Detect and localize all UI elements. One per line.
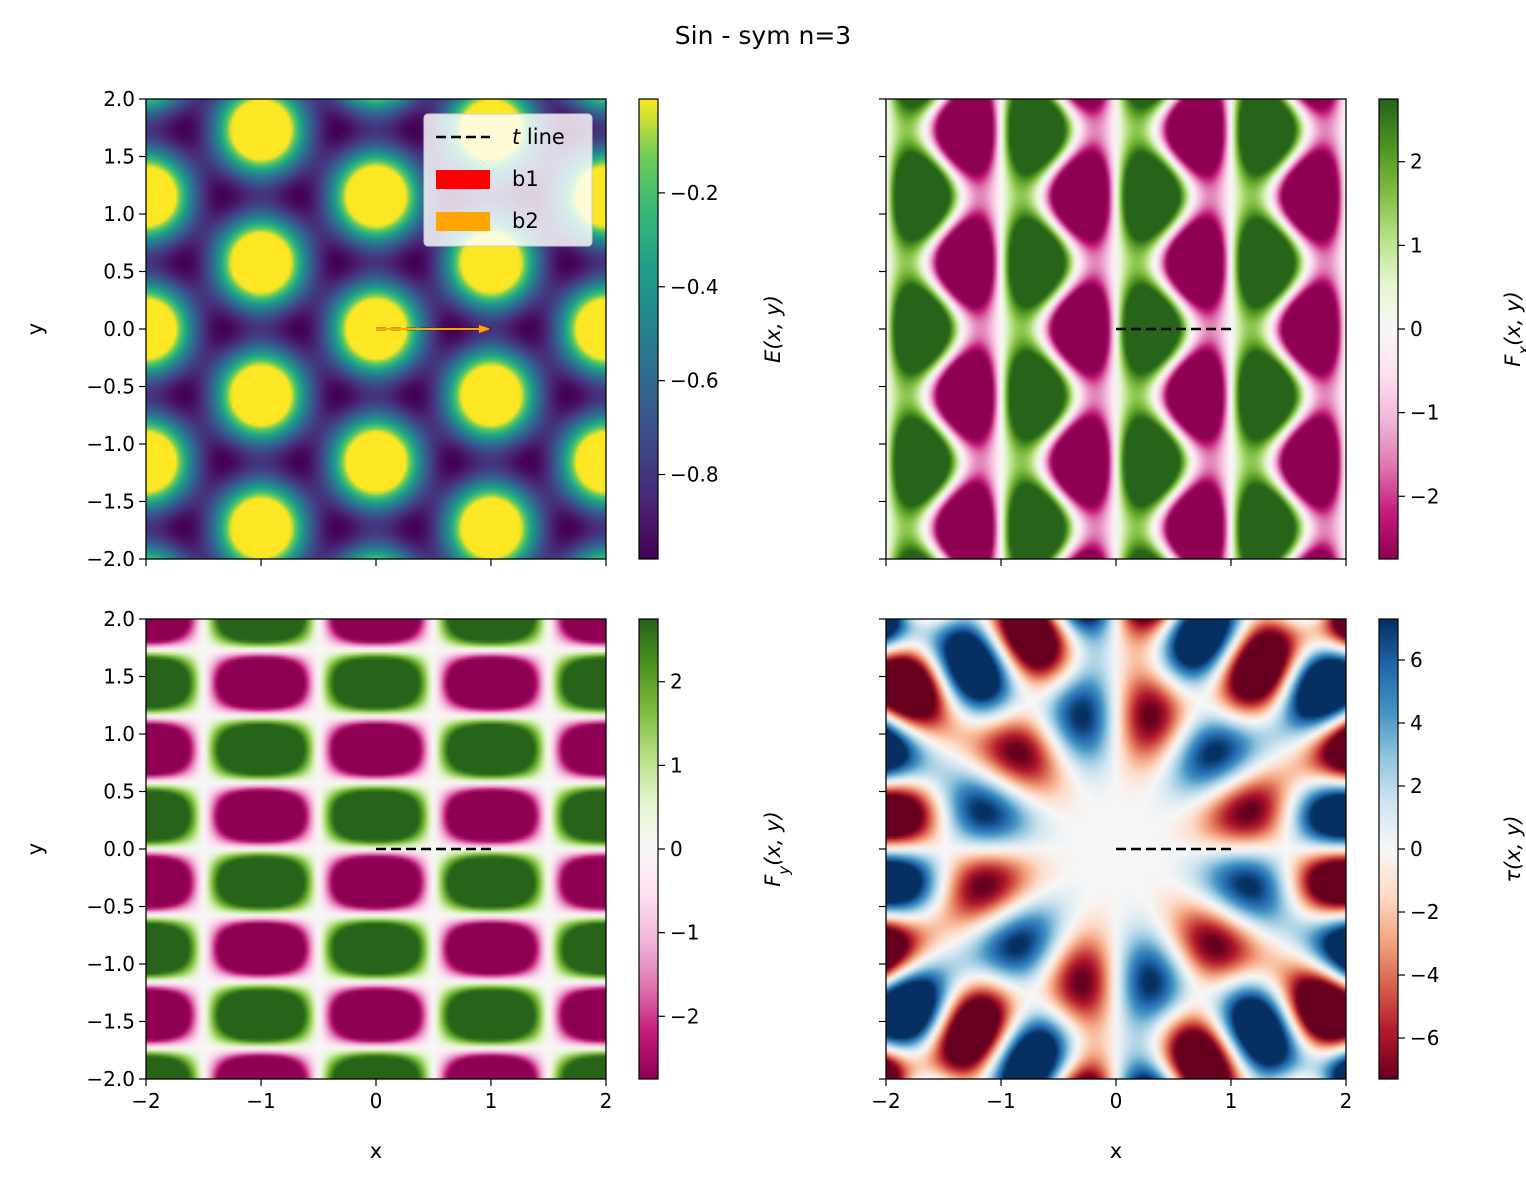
colorbar-tick-label: 2 bbox=[1410, 150, 1423, 174]
panel-bottom-left: −2 −1 0 1 2 2.0 1.5 1.0 0.5 0.0 −0.5 −1.0 −1.5 −2.0 x y… bbox=[23, 607, 793, 1163]
colorbar-tick-label: 1 bbox=[670, 753, 683, 777]
y-tick-label: −2.0 bbox=[86, 547, 135, 571]
legend-swatch bbox=[436, 212, 490, 231]
colorbar-tick-label: 2 bbox=[670, 670, 683, 694]
x-tick-label: 1 bbox=[1225, 1089, 1238, 1113]
colorbar-tick-label: −2 bbox=[1410, 900, 1439, 924]
panel-top-left: 2.0 1.5 1.0 0.5 0.0 −0.5 −1.0 −1.5 −2.0 y t line b1… bbox=[23, 87, 785, 571]
colorbar-tick-label: −2 bbox=[670, 1004, 699, 1028]
colorbar-frame bbox=[638, 98, 659, 560]
y-tick-label: 0.0 bbox=[103, 317, 135, 341]
colorbar-tick-label: 1 bbox=[1410, 233, 1423, 257]
y-tick-label: 0.5 bbox=[103, 260, 135, 284]
x-axis-label: x bbox=[370, 1139, 382, 1163]
colorbar bbox=[639, 99, 658, 559]
legend: t line b1 b2 bbox=[423, 113, 593, 247]
x-tick-label: −1 bbox=[986, 1089, 1015, 1113]
y-tick-label: −0.5 bbox=[86, 895, 135, 919]
colorbar-tick-label: 0 bbox=[670, 837, 683, 861]
legend-swatch bbox=[436, 170, 490, 189]
y-tick-label: 1.5 bbox=[103, 665, 135, 689]
x-tick-label: −1 bbox=[246, 1089, 275, 1113]
y-tick-label: −2.0 bbox=[86, 1067, 135, 1091]
colorbar-tick-label: 4 bbox=[1410, 711, 1423, 735]
x-tick-label: 2 bbox=[600, 1089, 613, 1113]
colorbar-tick-label: −0.2 bbox=[670, 181, 719, 205]
y-tick-label: −1.5 bbox=[86, 490, 135, 514]
x-tick-label: 1 bbox=[485, 1089, 498, 1113]
colorbar-label: Fy(x, y) bbox=[761, 811, 793, 887]
colorbar-label: τ(x, y) bbox=[1501, 815, 1525, 882]
legend-label: t line bbox=[512, 125, 565, 149]
y-tick-label: 1.0 bbox=[103, 722, 135, 746]
colorbar bbox=[1379, 619, 1398, 1079]
y-axis-label: y bbox=[23, 323, 47, 335]
y-tick-label: 0.5 bbox=[103, 780, 135, 804]
y-tick-label: 2.0 bbox=[103, 607, 135, 631]
b2-arrow-head bbox=[479, 325, 491, 333]
panel-top-right: −2 −1 0 1 2 Fx(x, y) bbox=[879, 98, 1526, 566]
y-tick-label: 1.5 bbox=[103, 145, 135, 169]
colorbar-tick-label: 0 bbox=[1410, 317, 1423, 341]
legend-label: b1 bbox=[512, 167, 539, 191]
panel-bottom-right: −2 −1 0 1 2 x −6 −4 −2 0 2 4 6 τ(x, y) bbox=[871, 618, 1525, 1163]
y-tick-label: −1.0 bbox=[86, 432, 135, 456]
colorbar-tick-label: 6 bbox=[1410, 648, 1423, 672]
colorbar bbox=[1379, 99, 1398, 559]
colorbar-tick-label: 0 bbox=[1410, 837, 1423, 861]
colorbar-tick-label: 2 bbox=[1410, 774, 1423, 798]
x-tick-label: −2 bbox=[871, 1089, 900, 1113]
x-tick-label: 0 bbox=[1110, 1089, 1123, 1113]
colorbar-tick-label: −6 bbox=[1410, 1026, 1439, 1050]
colorbar-tick-label: −4 bbox=[1410, 963, 1439, 987]
colorbar-label: Fx(x, y) bbox=[1501, 291, 1526, 367]
colorbar-tick-label: −0.4 bbox=[670, 275, 719, 299]
colorbar-tick-label: −0.6 bbox=[670, 369, 719, 393]
legend-label: b2 bbox=[512, 209, 539, 233]
y-tick-label: 0.0 bbox=[103, 837, 135, 861]
colorbar-tick-label: −2 bbox=[1410, 484, 1439, 508]
y-tick-label: −1.0 bbox=[86, 952, 135, 976]
y-axis-label: y bbox=[23, 843, 47, 855]
colorbar-tick-label: −1 bbox=[670, 921, 699, 945]
colorbar bbox=[639, 619, 658, 1079]
x-tick-label: 2 bbox=[1340, 1089, 1353, 1113]
colorbar-tick-label: −1 bbox=[1410, 401, 1439, 425]
y-tick-label: −0.5 bbox=[86, 375, 135, 399]
colorbar-tick-label: −0.8 bbox=[670, 463, 719, 487]
figure-suptitle: Sin - sym n=3 bbox=[675, 21, 851, 50]
y-tick-label: −1.5 bbox=[86, 1010, 135, 1034]
y-tick-label: 1.0 bbox=[103, 202, 135, 226]
x-tick-label: 0 bbox=[370, 1089, 383, 1113]
y-tick-label: 2.0 bbox=[103, 87, 135, 111]
x-tick-label: −2 bbox=[131, 1089, 160, 1113]
colorbar-label: E(x, y) bbox=[761, 295, 785, 363]
x-axis-label: x bbox=[1110, 1139, 1122, 1163]
